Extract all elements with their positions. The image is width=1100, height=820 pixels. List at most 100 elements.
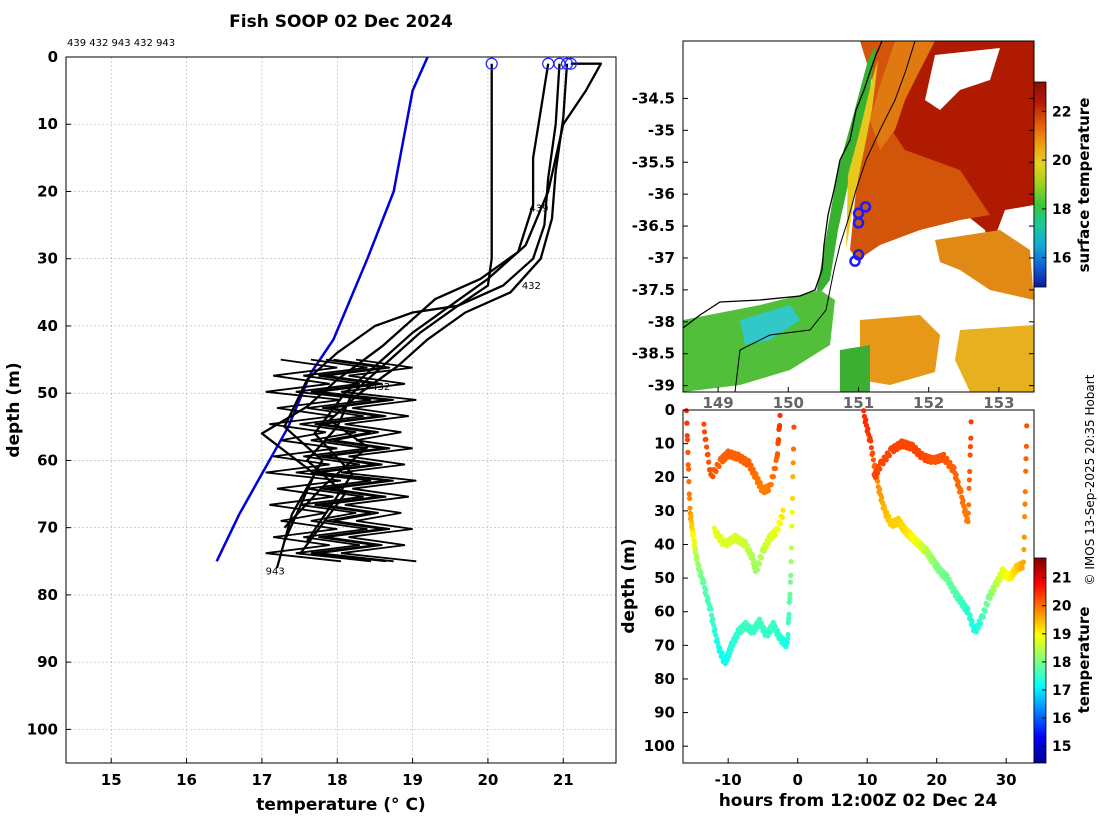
x-tick-label: 17 <box>251 771 272 789</box>
profile-ticks: 15 16 17 18 19 20 21 0 10 20 30 40 50 60 70 80 90 100 <box>27 48 574 789</box>
depth-tick-label: 10 <box>654 435 675 453</box>
time-tick-label: 10 <box>857 771 878 789</box>
temperature-point <box>713 632 719 638</box>
temperature-point <box>701 421 707 427</box>
temperature-point <box>965 519 971 525</box>
temperature-point <box>785 619 791 626</box>
temperature-point <box>714 529 721 536</box>
map-x-tick-label: 153 <box>983 394 1014 412</box>
sst-colorbar <box>1033 81 1047 288</box>
temperature-point <box>991 587 998 593</box>
temperature-point <box>704 444 710 450</box>
temperature-point <box>712 626 718 632</box>
temperature-point <box>958 488 964 494</box>
temperature-point <box>703 436 709 442</box>
temperature-point <box>684 433 690 439</box>
temperature-point <box>765 488 772 494</box>
temperature-point <box>710 616 716 622</box>
temperature-point <box>688 513 694 519</box>
temperature-point <box>745 543 751 549</box>
profile-chart: Fish SOOP 02 Dec 2024 439 432 943 432 94… <box>4 12 617 815</box>
depth-tick-label: 60 <box>654 603 675 621</box>
temperature-point <box>1019 565 1025 571</box>
temperature-point <box>880 461 886 467</box>
temperature-point <box>984 602 991 608</box>
temperature-colorbar-tick-label: 18 <box>1052 655 1071 671</box>
y-tick-label: 100 <box>27 720 58 738</box>
surface-markers <box>485 57 577 70</box>
temperature-point <box>730 539 736 545</box>
temperature-point <box>947 459 953 465</box>
profile-detail <box>265 358 342 563</box>
temperature-point <box>865 426 871 432</box>
temperature-point <box>728 647 734 653</box>
temperature-point <box>774 627 781 634</box>
temperature-point <box>966 477 973 483</box>
temperature-point <box>877 466 883 472</box>
temperature-point <box>686 479 692 485</box>
temperature-point <box>1023 443 1029 449</box>
temperature-point <box>687 505 693 511</box>
map-y-tick-label: -37 <box>648 249 675 267</box>
temperature-point <box>710 474 716 480</box>
temperature-point <box>703 587 709 593</box>
temperature-point <box>886 513 892 519</box>
temperature-point <box>732 638 738 644</box>
temperature-point <box>758 620 765 626</box>
surface-marker <box>485 57 498 70</box>
temperature-point <box>763 544 770 550</box>
y-tick-label: 90 <box>37 653 58 671</box>
temperature-point <box>787 595 793 601</box>
sst-colorbar-tick-label: 20 <box>1052 153 1072 169</box>
depth-tick-label: 0 <box>665 401 675 419</box>
footer-credit: © IMOS 13-Sep-2025 20:35 Hobart <box>1083 374 1097 585</box>
temperature-point <box>1021 534 1027 540</box>
temperature-point <box>877 486 883 492</box>
temperature-point <box>996 578 1002 584</box>
temperature-point <box>879 494 885 500</box>
temperature-point <box>719 650 725 656</box>
temperature-point <box>784 640 790 646</box>
temperature-point <box>968 419 974 425</box>
temperature-point <box>730 642 736 648</box>
temperature-point <box>717 645 723 651</box>
temperature-point <box>882 505 888 511</box>
temperature-point <box>967 452 973 458</box>
profile-labels: 439 432 432 943 <box>266 204 549 578</box>
map-y-tick-label: -36 <box>648 185 675 203</box>
temperature-point <box>750 466 756 472</box>
profile-line <box>298 63 561 556</box>
temperature-point <box>787 591 793 597</box>
surface-marker <box>564 57 577 70</box>
profile-label: 432 <box>371 382 390 393</box>
coastal-yellow-strip <box>846 60 878 250</box>
temperature-point <box>687 495 693 501</box>
temperature-point <box>748 462 754 468</box>
temperature-point <box>772 532 779 538</box>
temperature-point <box>967 612 973 618</box>
temperature-point <box>685 449 691 455</box>
bathymetry-contour <box>734 41 916 392</box>
temperature-colorbar-tick-label: 16 <box>1052 711 1071 727</box>
profile-label: 943 <box>266 567 285 578</box>
temperature-point <box>955 479 961 485</box>
temperature-point <box>743 539 749 545</box>
temperature-point <box>770 474 777 480</box>
temperature-point <box>788 559 794 565</box>
x-tick-label: 16 <box>176 771 197 789</box>
temperature-point <box>705 451 711 457</box>
temperature-point <box>1021 546 1027 553</box>
temperature-point <box>711 525 717 531</box>
depth-tick-label: 20 <box>654 468 675 486</box>
x-tick-label: 15 <box>101 771 122 789</box>
temperature-point <box>994 582 1000 588</box>
temperature-colorbar-label: temperature <box>1075 607 1093 714</box>
temperature-point <box>777 521 783 527</box>
profile-id-header: 439 432 943 432 943 <box>67 38 175 49</box>
temperature-point <box>966 502 972 508</box>
coastal-green-strip <box>815 45 876 300</box>
temperature-point <box>783 644 789 650</box>
map-y-tick-label: -36.5 <box>632 217 675 235</box>
temperature-point <box>750 556 757 562</box>
